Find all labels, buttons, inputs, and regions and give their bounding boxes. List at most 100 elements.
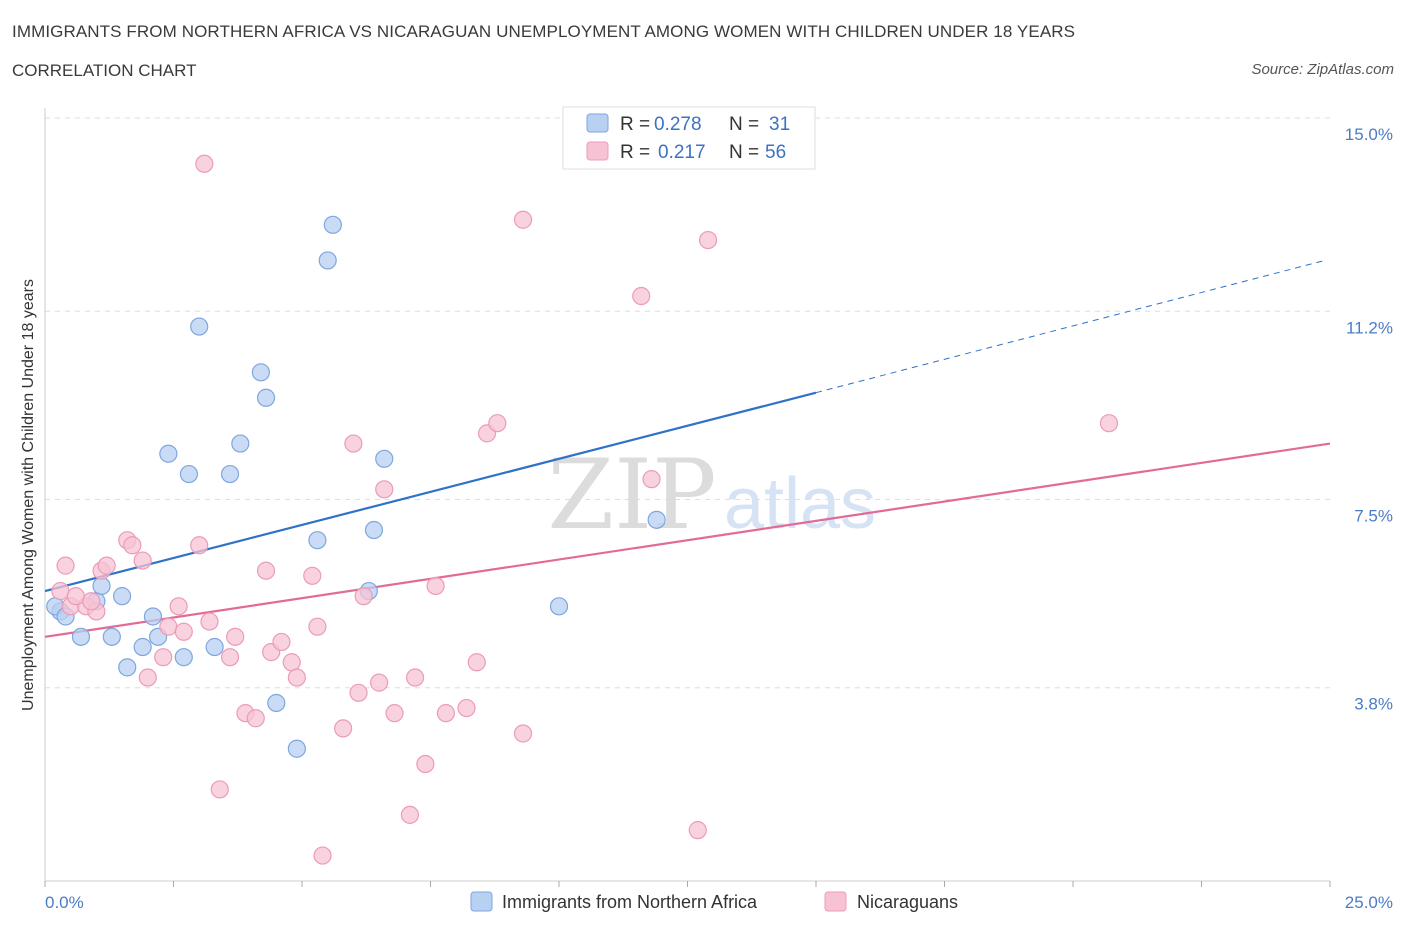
- point-northern-africa-28: [647, 510, 666, 529]
- trend-line-blue: [44, 391, 817, 593]
- legend-swatch-pink: [586, 141, 609, 161]
- point-northern-africa-4: [102, 627, 121, 646]
- x-tick-max: 25.0%: [1345, 893, 1393, 912]
- point-northern-africa-1: [71, 627, 91, 646]
- point-nicaraguan-38: [400, 805, 420, 824]
- point-northern-africa-21: [308, 531, 327, 550]
- data-points: [46, 154, 1119, 865]
- point-nicaraguan-53: [1099, 414, 1119, 433]
- axes: [44, 108, 1331, 887]
- point-nicaraguan-31: [334, 719, 353, 738]
- legend-r-value-2: 0.217: [658, 142, 706, 163]
- point-northern-africa-26: [375, 449, 394, 468]
- point-nicaraguan-54: [66, 587, 85, 606]
- point-northern-africa-6: [118, 658, 137, 677]
- point-nicaraguan-6: [97, 556, 116, 575]
- point-northern-africa-5: [112, 587, 132, 606]
- point-nicaraguan-29: [308, 617, 327, 636]
- point-nicaraguan-40: [416, 754, 435, 774]
- x-tick-min: 0.0%: [45, 893, 84, 912]
- legend-r-value-1: 0.278: [654, 114, 702, 135]
- point-nicaraguan-27: [287, 668, 306, 687]
- stats-legend: R = 0.278 N = 31 R = 0.217 N = 56: [562, 106, 816, 170]
- point-nicaraguan-46: [488, 414, 507, 433]
- point-nicaraguan-35: [370, 673, 389, 692]
- point-nicaraguan-10: [138, 668, 157, 687]
- point-northern-africa-13: [190, 317, 209, 336]
- point-nicaraguan-50: [642, 470, 661, 489]
- point-northern-africa-10: [159, 444, 178, 463]
- point-northern-africa-17: [251, 363, 270, 382]
- grid-lines: [45, 117, 1330, 689]
- point-nicaraguan-41: [426, 576, 445, 596]
- point-nicaraguan-42: [436, 704, 456, 723]
- point-northern-africa-11: [174, 648, 193, 667]
- point-nicaraguan-19: [220, 648, 240, 667]
- point-nicaraguan-36: [375, 480, 394, 499]
- legend-bottom-swatch-pink: [824, 891, 847, 912]
- point-nicaraguan-18: [210, 780, 229, 799]
- point-northern-africa-14: [205, 637, 224, 657]
- point-northern-africa-20: [287, 739, 306, 758]
- point-nicaraguan-44: [467, 653, 486, 672]
- y-axis-label: Unemployment Among Women with Children U…: [20, 279, 37, 711]
- trend-line-pink: [44, 442, 1331, 638]
- point-nicaraguan-30: [313, 846, 332, 865]
- point-nicaraguan-43: [457, 698, 476, 718]
- point-nicaraguan-20: [226, 627, 245, 646]
- point-nicaraguan-17: [200, 612, 219, 631]
- point-nicaraguan-51: [688, 821, 707, 840]
- trend-lines: [44, 259, 1331, 638]
- legend-swatch-blue: [586, 113, 609, 133]
- series-legend: Immigrants from Northern Africa Nicaragu…: [470, 891, 958, 912]
- point-nicaraguan-23: [256, 561, 276, 580]
- point-northern-africa-19: [267, 693, 286, 713]
- point-northern-africa-12: [179, 464, 199, 484]
- legend-n-label-2: N =: [729, 142, 759, 163]
- y-tick-label-2: 11.2%: [1346, 318, 1393, 337]
- legend-n-value-1: 31: [769, 114, 790, 135]
- chart-title: IMMIGRANTS FROM NORTHERN AFRICA VS NICAR…: [12, 22, 1076, 41]
- point-nicaraguan-33: [349, 683, 368, 702]
- point-nicaraguan-25: [272, 632, 291, 652]
- chart-subtitle: CORRELATION CHART: [12, 61, 197, 80]
- point-nicaraguan-14: [174, 622, 193, 641]
- point-northern-africa-15: [220, 464, 240, 484]
- point-nicaraguan-13: [169, 597, 188, 616]
- point-northern-africa-8: [143, 607, 163, 626]
- point-nicaraguan-49: [632, 286, 651, 306]
- point-nicaraguan-22: [246, 709, 265, 728]
- point-nicaraguan-9: [133, 551, 152, 570]
- y-tick-label-1: 7.5%: [1354, 507, 1393, 526]
- y-tick-label-0: 3.8%: [1354, 695, 1393, 714]
- point-northern-africa-18: [256, 388, 276, 407]
- legend-r-label-1: R =: [620, 114, 650, 135]
- point-northern-africa-23: [323, 215, 342, 234]
- point-nicaraguan-1: [56, 556, 75, 575]
- point-northern-africa-3: [92, 576, 111, 596]
- point-nicaraguan-8: [123, 536, 142, 555]
- legend-n-value-2: 56: [765, 142, 786, 163]
- point-nicaraguan-11: [154, 648, 173, 667]
- point-nicaraguan-47: [513, 724, 533, 743]
- point-northern-africa-16: [231, 434, 250, 453]
- point-nicaraguan-39: [405, 668, 425, 687]
- point-nicaraguan-55: [82, 592, 101, 611]
- point-nicaraguan-32: [344, 434, 363, 453]
- point-northern-africa-27: [549, 597, 569, 616]
- point-northern-africa-22: [318, 251, 337, 270]
- legend-bottom-swatch-blue: [470, 891, 493, 912]
- source-credit: Source: ZipAtlas.com: [1251, 61, 1394, 78]
- legend-bottom-label-blue: Immigrants from Northern Africa: [502, 892, 758, 912]
- point-northern-africa-25: [364, 520, 384, 540]
- point-northern-africa-7: [133, 637, 152, 657]
- point-nicaraguan-0: [51, 581, 70, 601]
- watermark: ZIP atlas: [547, 439, 876, 551]
- point-nicaraguan-15: [190, 536, 209, 555]
- point-nicaraguan-48: [513, 210, 533, 229]
- point-nicaraguan-34: [354, 587, 373, 606]
- watermark-zip: ZIP: [547, 439, 716, 551]
- point-nicaraguan-52: [698, 230, 718, 250]
- trend-line-blue-extension: [815, 259, 1325, 394]
